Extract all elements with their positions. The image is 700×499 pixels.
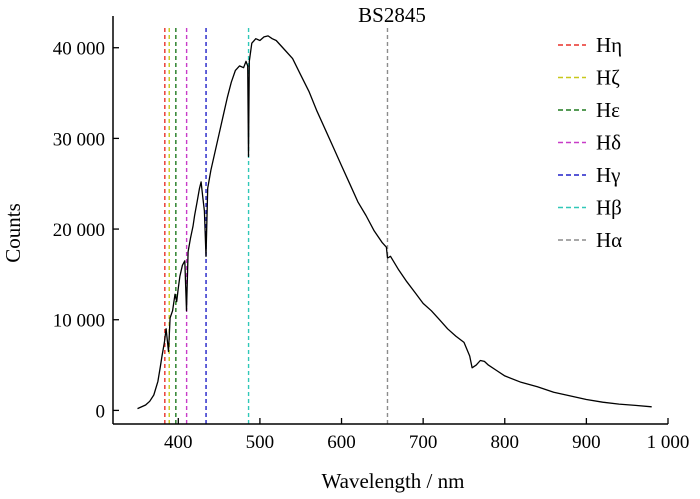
line-markers [164, 28, 389, 424]
x-tick-label: 700 [409, 432, 438, 453]
x-ticks: 400 500 600 700 800 900 1 000 [164, 418, 689, 453]
series-line-0 [137, 35, 652, 410]
x-tick-label: 1 000 [647, 432, 690, 453]
y-tick-label: 10 000 [53, 311, 105, 332]
y-tick-label: 30 000 [53, 129, 105, 150]
y-tick-label: 20 000 [53, 220, 105, 241]
x-tick-label: 800 [491, 432, 520, 453]
series-layer [137, 35, 652, 410]
x-tick-label: 500 [246, 432, 275, 453]
y-ticks: 0 10 000 20 000 30 000 40 000 [53, 39, 119, 422]
chart-title: BS2845 [358, 3, 426, 27]
legend-label: Hδ [596, 131, 621, 155]
x-tick-label: 400 [164, 432, 193, 453]
y-tick-label: 0 [96, 401, 106, 422]
legend-label: Hα [596, 228, 622, 252]
legend-label: Hγ [596, 163, 620, 187]
x-tick-label: 600 [327, 432, 356, 453]
y-axis-title: Counts [1, 203, 25, 263]
legend-label: Hη [596, 33, 622, 57]
axes [112, 16, 668, 425]
x-axis-title: Wavelength / nm [322, 469, 465, 493]
x-tick-label: 900 [572, 432, 601, 453]
legend-label: Hβ [596, 196, 622, 220]
legend-label: Hζ [596, 66, 620, 90]
legend-label: Hε [596, 98, 620, 122]
y-tick-label: 40 000 [53, 39, 105, 60]
legend: Hη Hζ Hε Hδ Hγ Hβ Hα [558, 33, 622, 252]
